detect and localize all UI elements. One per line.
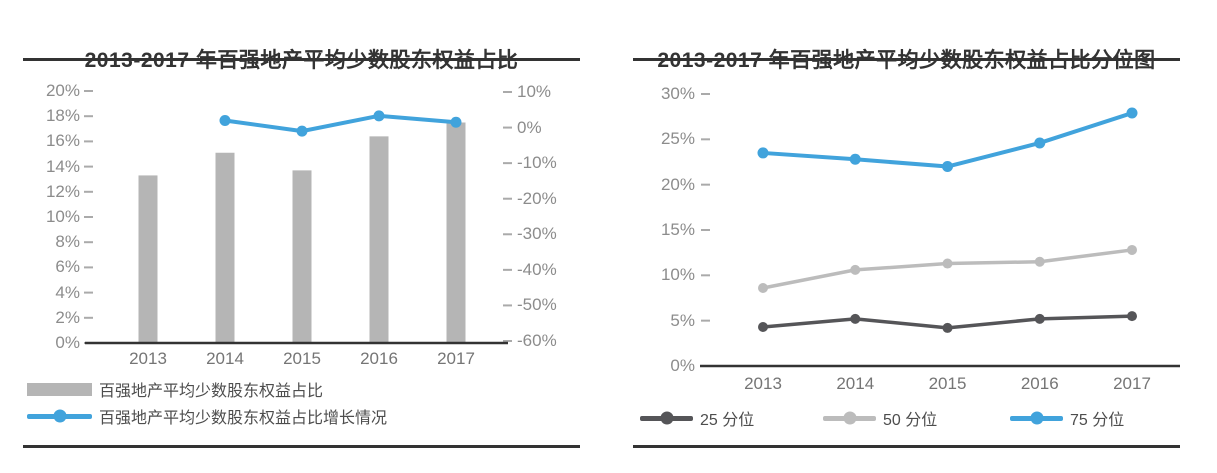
right-chart-panel: 2013-2017 年百强地产平均少数股东权益占比分位图 25 分位 50 分位…	[633, 0, 1180, 473]
legend-label-growth: 百强地产平均少数股东权益占比增长情况	[99, 410, 388, 427]
percentile-75-point	[1034, 137, 1046, 149]
percentile-25-point	[1034, 313, 1045, 324]
left-axis-tick-label: 18%	[45, 106, 80, 126]
equity-ratio-bar	[446, 122, 466, 343]
right-axis-tick-label: -60%	[517, 330, 557, 350]
growth-line	[223, 113, 458, 134]
left-axis-tick-label: 4%	[55, 282, 80, 302]
growth-point	[219, 114, 231, 126]
left-axis-tick-label: 8%	[55, 232, 80, 252]
left-bottom-rule	[23, 445, 580, 448]
left-axis-tick-label: 0%	[55, 333, 80, 352]
percentile-50-point	[942, 258, 953, 269]
legend-item-p75: 75 分位	[1010, 407, 1124, 429]
left-axis-tick-label: 6%	[55, 257, 80, 277]
right-chart-legend: 25 分位 50 分位 75 分位	[633, 407, 1180, 429]
left-chart-x-label: 2013	[129, 349, 167, 368]
y-axis-tick-label: 20%	[660, 174, 695, 194]
left-axis-tick-label: 14%	[45, 156, 80, 176]
percentile-75-line	[761, 111, 1134, 169]
percentile-75-point	[757, 147, 769, 159]
legend-label-p25: 25 分位	[700, 412, 755, 429]
left-chart-x-label: 2017	[437, 349, 475, 368]
equity-ratio-bar	[215, 152, 235, 343]
right-axis-tick-label: 0%	[517, 117, 542, 137]
legend-label-p75: 75 分位	[1070, 412, 1125, 429]
left-axis-tick-label: 2%	[55, 307, 80, 327]
equity-ratio-bar	[138, 175, 158, 343]
percentile-50-point	[1034, 256, 1045, 267]
p25-swatch	[640, 411, 693, 425]
growth-point	[373, 110, 385, 122]
y-axis-tick-label: 30%	[660, 84, 695, 103]
p50-swatch	[823, 411, 876, 425]
percentile-50-point	[1127, 244, 1137, 255]
percentile-25-point	[1127, 311, 1137, 322]
right-title-rule	[633, 58, 1180, 61]
marker-dot	[660, 411, 673, 425]
right-axis-tick-label: -30%	[517, 224, 557, 244]
equity-ratio-bar	[292, 170, 312, 343]
y-axis-tick-label: 0%	[670, 355, 695, 375]
right-chart-x-label: 2015	[928, 374, 967, 393]
right-axis-tick-label: -50%	[517, 295, 557, 315]
percentile-50-point	[758, 283, 768, 294]
percentile-25-point	[758, 322, 768, 333]
percentile-75-point	[849, 153, 861, 165]
right-axis-tick-label: -20%	[517, 188, 557, 208]
percentile-50-point	[850, 264, 861, 275]
marker-dot	[1030, 411, 1043, 425]
right-axis-tick-label: -10%	[517, 153, 557, 173]
left-chart-legend: 百强地产平均少数股东权益占比 百强地产平均少数股东权益占比增长情况	[27, 380, 387, 434]
legend-item-equity-ratio: 百强地产平均少数股东权益占比	[27, 380, 387, 400]
legend-item-p25: 25 分位	[640, 407, 754, 429]
p75-swatch	[1010, 411, 1063, 425]
left-title-rule	[23, 58, 580, 61]
right-chart-x-label: 2014	[836, 374, 875, 393]
legend-item-growth: 百强地产平均少数股东权益占比增长情况	[27, 407, 388, 427]
line-series-swatch	[27, 409, 92, 423]
y-axis-tick-label: 15%	[660, 219, 695, 239]
equity-ratio-bar	[369, 136, 389, 343]
left-chart-x-label: 2014	[206, 349, 244, 368]
left-axis-tick-label: 20%	[45, 81, 80, 100]
marker-dot	[53, 409, 66, 423]
y-axis-tick-label: 5%	[670, 310, 695, 330]
bar-series-swatch	[27, 382, 92, 396]
right-chart-x-label: 2017	[1113, 374, 1151, 393]
y-axis-tick-label: 25%	[660, 129, 695, 149]
percentile-75-point	[942, 161, 953, 173]
growth-point	[450, 116, 462, 128]
percentile-75-point	[1126, 107, 1138, 119]
left-chart-panel: 2013-2017 年百强地产平均少数股东权益占比 百强地产平均少数股东权益占比…	[23, 0, 580, 473]
right-axis-tick-label: 10%	[517, 82, 552, 101]
legend-label-p50: 50 分位	[883, 412, 938, 429]
percentile-25-point	[850, 313, 861, 324]
right-bottom-rule	[633, 445, 1180, 448]
left-axis-tick-label: 16%	[45, 131, 80, 151]
percentile-25-point	[942, 322, 953, 333]
legend-item-p50: 50 分位	[823, 407, 937, 429]
right-chart-x-label: 2013	[744, 374, 782, 393]
y-axis-tick-label: 10%	[660, 265, 695, 285]
right-axis-tick-label: -40%	[517, 259, 557, 279]
marker-dot	[843, 411, 856, 425]
left-chart-x-label: 2015	[283, 349, 321, 368]
left-axis-tick-label: 12%	[45, 181, 80, 201]
legend-label-equity-ratio: 百强地产平均少数股东权益占比	[99, 383, 324, 400]
growth-point	[296, 125, 308, 137]
left-axis-tick-label: 10%	[45, 207, 80, 226]
right-chart-x-label: 2016	[1020, 374, 1059, 393]
percentile-50-line	[761, 248, 1134, 290]
left-chart-x-label: 2016	[360, 349, 398, 368]
